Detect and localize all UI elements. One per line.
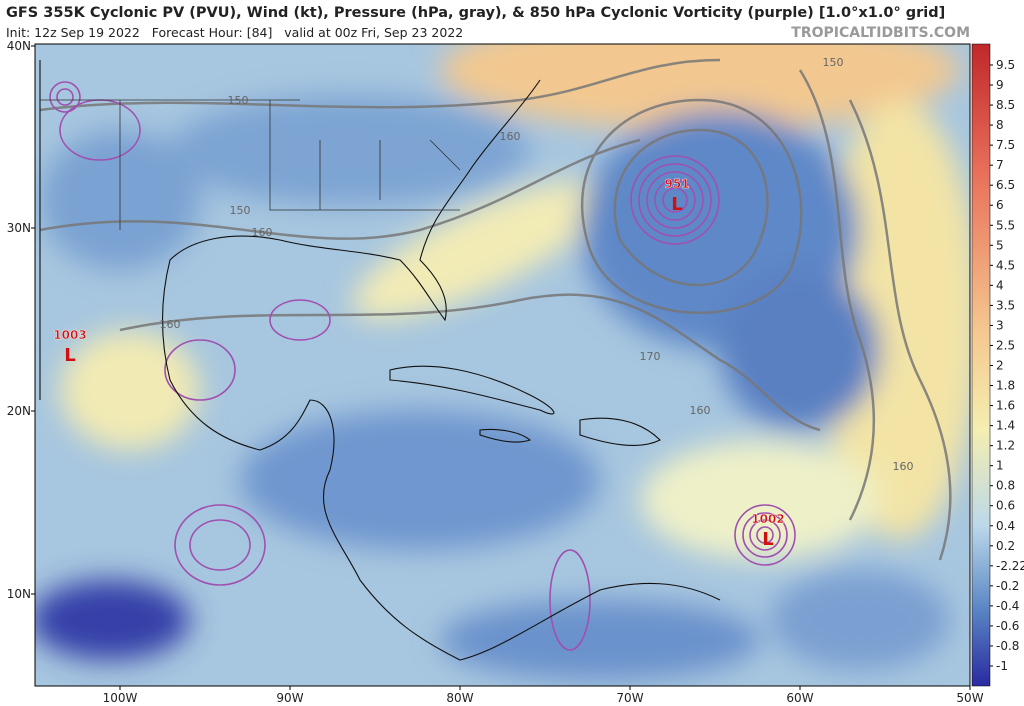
contour-label: 160	[690, 404, 711, 417]
map	[35, 44, 970, 686]
colorbar-label: 0.2	[996, 539, 1015, 553]
contour-label: 150	[228, 94, 249, 107]
contour-label: 170	[640, 350, 661, 363]
lon-label: 50W	[956, 691, 983, 705]
colorbar-label: 0.6	[996, 499, 1015, 513]
contour-label: 150	[823, 56, 844, 69]
colorbar-label: 3.5	[996, 298, 1015, 312]
colorbar-label: 5	[996, 238, 1004, 252]
colorbar-label: -2.22	[996, 559, 1024, 573]
colorbar-label: 7.5	[996, 138, 1015, 152]
lat-label: 20N	[7, 404, 31, 418]
contour-label: 150	[230, 204, 251, 217]
colorbar-label: 2.5	[996, 338, 1015, 352]
lat-label: 30N	[7, 221, 31, 235]
colorbar-label: 6	[996, 198, 1004, 212]
colorbar-label: 1	[996, 459, 1004, 473]
lon-label: 80W	[446, 691, 473, 705]
colorbar-label: -0.4	[996, 599, 1019, 613]
colorbar-label: 1.2	[996, 439, 1015, 453]
colorbar-label: -0.2	[996, 579, 1019, 593]
colorbar-label: 3	[996, 318, 1004, 332]
lon-label: 100W	[103, 691, 138, 705]
colorbar-label: 9	[996, 78, 1004, 92]
contour-label: 160	[893, 460, 914, 473]
lat-label: 40N	[7, 39, 31, 53]
low-pressure: 951	[664, 177, 689, 191]
colorbar-label: 5.5	[996, 218, 1015, 232]
site-name: TROPICALTIDBITS.COM	[791, 25, 970, 41]
coastlines	[39, 60, 721, 661]
lon-label: 70W	[616, 691, 643, 705]
colorbar-label: 8.5	[996, 98, 1015, 112]
lon-label: 90W	[276, 691, 303, 705]
colorbar-label: 4	[996, 278, 1004, 292]
vorticity-contours	[49, 81, 796, 651]
map-frame	[34, 43, 971, 687]
colorbar-label: 2	[996, 359, 1004, 373]
colorbar-label: 0.4	[996, 519, 1015, 533]
contour-label: 160	[252, 226, 273, 239]
colorbar-label: -0.8	[996, 639, 1019, 653]
lat-label: 10N	[7, 587, 31, 601]
lon-label: 60W	[786, 691, 813, 705]
colorbar-label: 1.8	[996, 379, 1015, 393]
low-symbol: L	[671, 194, 682, 215]
colorbar-label: 1.4	[996, 419, 1015, 433]
colorbar-label: 0.8	[996, 479, 1015, 493]
colorbar	[971, 43, 991, 687]
low-pressure: 1002	[751, 512, 784, 526]
state-borders	[40, 99, 461, 230]
subtitle: Init: 12z Sep 19 2022 Forecast Hour: [84…	[6, 25, 463, 40]
low-symbol: L	[64, 345, 75, 366]
colorbar-label: 9.5	[996, 58, 1015, 72]
colorbar-label: 4.5	[996, 258, 1015, 272]
colorbar-label: 7	[996, 158, 1004, 172]
pressure-contours	[39, 58, 952, 561]
colorbar-label: 1.6	[996, 399, 1015, 413]
colorbar-label: 8	[996, 118, 1004, 132]
colorbar-label: -1	[996, 659, 1008, 673]
contour-label: 160	[160, 318, 181, 331]
low-symbol: L	[762, 529, 773, 550]
colorbar-label: 6.5	[996, 178, 1015, 192]
title: GFS 355K Cyclonic PV (PVU), Wind (kt), P…	[6, 5, 945, 21]
contour-label: 160	[500, 130, 521, 143]
colorbar-label: -0.6	[996, 619, 1019, 633]
low-pressure: 1003	[53, 328, 86, 342]
